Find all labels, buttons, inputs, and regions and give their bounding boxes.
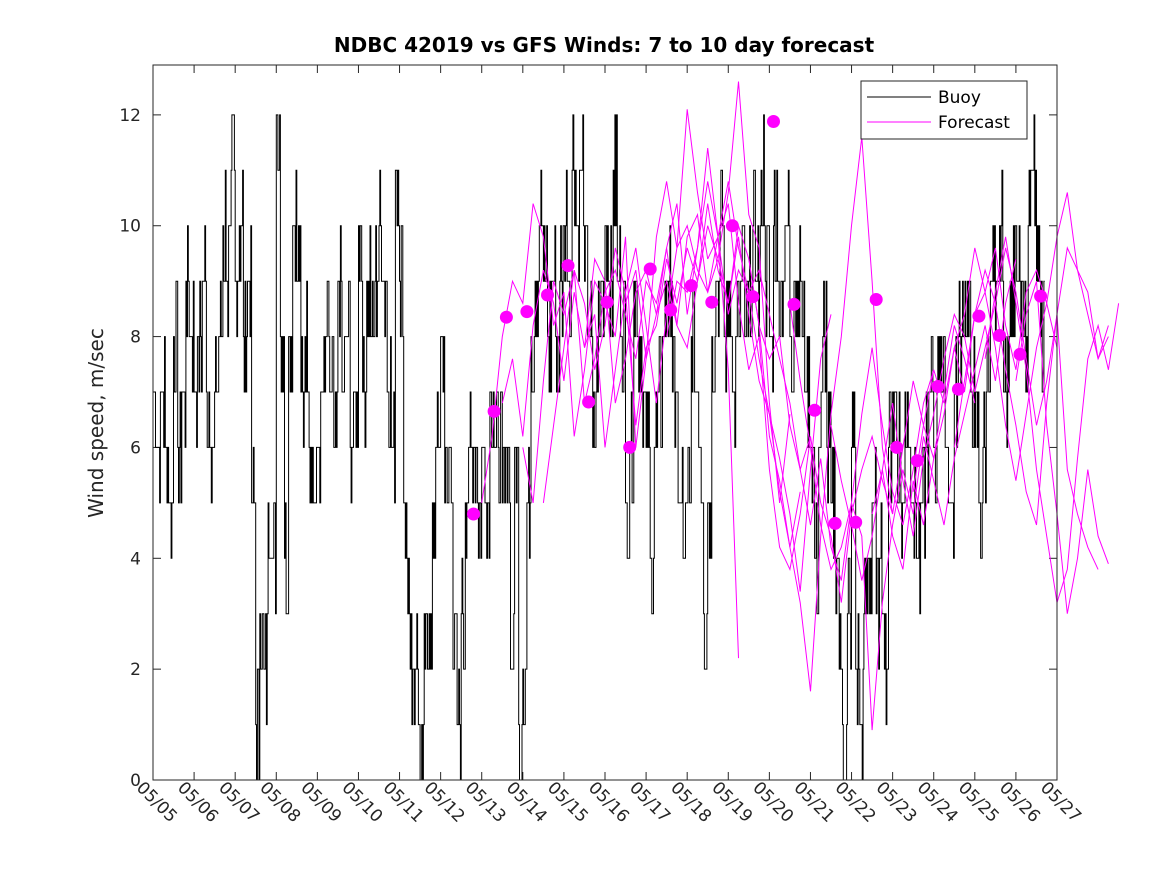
forecast-marker	[684, 279, 698, 293]
forecast-marker	[561, 259, 575, 273]
y-tick-label: 6	[130, 438, 141, 458]
forecast-marker	[541, 288, 554, 302]
forecast-run-line-8	[707, 181, 935, 581]
y-tick-label: 4	[130, 549, 141, 569]
forecast-run-line-9	[748, 258, 976, 603]
forecast-marker	[487, 404, 501, 418]
forecast-marker	[1013, 347, 1027, 361]
forecast-marker	[828, 516, 842, 530]
forecast-marker	[931, 380, 945, 393]
legend-forecast-label: Forecast	[938, 113, 1010, 133]
legend: Buoy Forecast	[860, 80, 1028, 140]
forecast-run-line-6	[625, 225, 832, 592]
forecast-marker	[1034, 289, 1048, 303]
forecast-marker	[951, 382, 965, 396]
legend-box	[860, 80, 1028, 140]
forecast-marker	[746, 290, 760, 304]
forecast-marker	[890, 440, 904, 454]
forecast-run-line-1	[481, 109, 709, 503]
forecast-marker	[664, 303, 678, 317]
forecast-marker	[600, 295, 614, 309]
forecast-run-line-7	[666, 137, 894, 692]
forecast-run-line-16	[1015, 281, 1109, 614]
forecast-run-line-11	[830, 247, 1058, 581]
forecast-marker	[582, 395, 596, 409]
forecast-run-line-13	[912, 192, 1109, 492]
forecast-marker	[725, 219, 739, 233]
plot-frame	[152, 64, 1058, 781]
forecast-run-line-3	[522, 81, 791, 503]
y-tick-label: 8	[130, 328, 141, 348]
forecast-run-line-12	[871, 247, 1099, 570]
forecast-marker	[972, 309, 986, 323]
legend-buoy-label: Buoy	[938, 88, 981, 108]
y-tick-label: 10	[119, 217, 141, 237]
y-axis-label: Wind speed, m/sec	[84, 328, 108, 518]
y-tick-label: 12	[119, 106, 141, 126]
chart-title: NDBC 42019 vs GFS Winds: 7 to 10 day for…	[334, 33, 875, 57]
forecast-marker	[467, 507, 480, 521]
forecast-marker	[520, 305, 534, 319]
forecast-marker	[993, 329, 1006, 342]
forecast-marker	[623, 440, 637, 454]
y-tick-label: 0	[130, 771, 141, 791]
forecast-marker	[499, 310, 513, 324]
forecast-marker	[808, 403, 822, 417]
y-tick-label: 2	[130, 660, 141, 680]
buoy-series-line	[153, 114, 1045, 781]
forecast-marker	[910, 454, 924, 468]
forecast-run-line-14	[953, 246, 1109, 526]
forecast-marker	[705, 295, 719, 309]
forecast-run-line-15	[984, 236, 1120, 603]
forecast-marker	[787, 297, 801, 311]
forecast-run-line-10	[789, 258, 1017, 731]
data-layer	[153, 81, 1120, 781]
forecast-run-line-5	[584, 203, 811, 572]
forecast-marker	[869, 293, 883, 306]
forecast-marker	[767, 115, 780, 128]
forecast-marker	[643, 262, 657, 276]
forecast-marker	[849, 515, 863, 529]
